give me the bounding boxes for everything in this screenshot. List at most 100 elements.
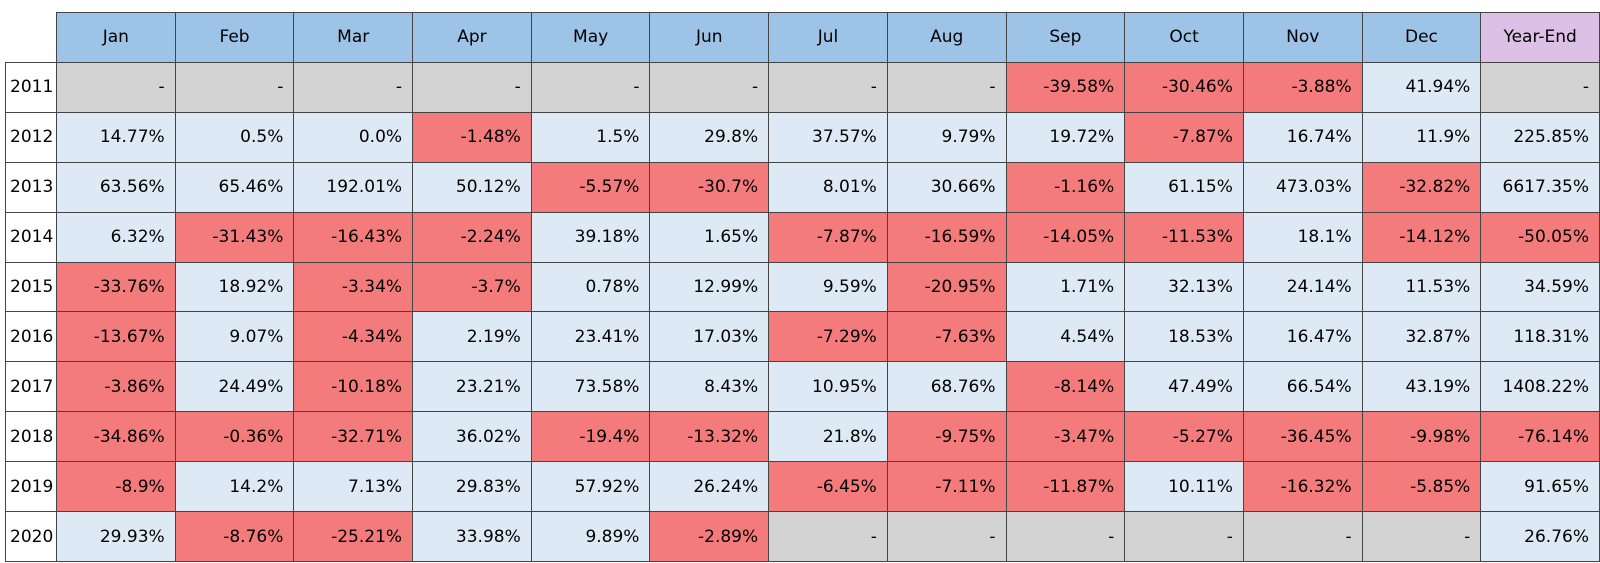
table-cell: - [1480, 61, 1600, 113]
table-cell: 43.19% [1361, 361, 1482, 413]
table-cell: - [768, 511, 888, 562]
table-cell: 39.18% [530, 211, 651, 263]
table-cell: 12.99% [649, 261, 770, 313]
table-cell: 24.49% [174, 361, 295, 413]
table-cell: -4.34% [293, 311, 414, 363]
table-cell: 41.94% [1361, 61, 1482, 113]
row-label: 2017 [5, 361, 57, 413]
table-cell: 192.01% [293, 161, 414, 213]
table-cell: -36.45% [1242, 411, 1363, 463]
table-cell: 47.49% [1124, 361, 1244, 413]
table-cell: 9.89% [530, 511, 651, 562]
table-cell: -3.7% [412, 261, 532, 313]
table-cell: -2.24% [412, 211, 532, 263]
table-cell: - [649, 61, 770, 113]
table-cell: 0.0% [293, 111, 414, 163]
table-cell: 18.1% [1242, 211, 1363, 263]
table-cell: 50.12% [412, 161, 532, 213]
row-label: 2020 [5, 511, 57, 562]
table-cell: 26.24% [649, 461, 770, 513]
table-cell: - [174, 61, 295, 113]
table-cell: -9.98% [1361, 411, 1482, 463]
column-header: Mar [293, 12, 414, 63]
column-header: Nov [1242, 12, 1363, 63]
column-header: Jan [56, 12, 176, 63]
table-cell: 16.47% [1242, 311, 1363, 363]
column-header: Dec [1361, 12, 1482, 63]
table-cell: 473.03% [1242, 161, 1363, 213]
row-label: 2013 [5, 161, 57, 213]
column-header: Oct [1124, 12, 1244, 63]
table-cell: 9.07% [174, 311, 295, 363]
table-cell: -30.7% [649, 161, 770, 213]
table-cell: 19.72% [1005, 111, 1126, 163]
table-cell: 10.11% [1124, 461, 1244, 513]
table-cell: -76.14% [1480, 411, 1600, 463]
table-cell: -33.76% [56, 261, 176, 313]
column-header: Year-End [1480, 12, 1600, 63]
table-cell: - [56, 61, 176, 113]
table-cell: -7.87% [1124, 111, 1244, 163]
table-cell: -1.48% [412, 111, 532, 163]
row-label: 2012 [5, 111, 57, 163]
table-cell: - [886, 61, 1007, 113]
table-cell: -2.89% [649, 511, 770, 562]
table-cell: 1.71% [1005, 261, 1126, 313]
table-cell: -3.34% [293, 261, 414, 313]
row-label: 2019 [5, 461, 57, 513]
column-header: Feb [174, 12, 295, 63]
table-cell: -16.32% [1242, 461, 1363, 513]
table-cell: -7.63% [886, 311, 1007, 363]
table-cell: 21.8% [768, 411, 888, 463]
table-cell: -39.58% [1005, 61, 1126, 113]
table-cell: -11.53% [1124, 211, 1244, 263]
table-cell: 33.98% [412, 511, 532, 562]
table-cell: -13.32% [649, 411, 770, 463]
table-cell: 1.65% [649, 211, 770, 263]
table-cell: 9.79% [886, 111, 1007, 163]
table-cell: - [293, 61, 414, 113]
table-cell: 6617.35% [1480, 161, 1600, 213]
table-cell: 2.19% [412, 311, 532, 363]
table-cell: -8.14% [1005, 361, 1126, 413]
table-cell: 91.65% [1480, 461, 1600, 513]
column-header: Aug [886, 12, 1007, 63]
table-cell: - [886, 511, 1007, 562]
table-cell: 61.15% [1124, 161, 1244, 213]
table-cell: -13.67% [56, 311, 176, 363]
table-cell: 8.01% [768, 161, 888, 213]
table-cell: 32.13% [1124, 261, 1244, 313]
table-cell: 18.92% [174, 261, 295, 313]
table-cell: 11.9% [1361, 111, 1482, 163]
table-cell: 34.59% [1480, 261, 1600, 313]
table-cell: 30.66% [886, 161, 1007, 213]
table-cell: -30.46% [1124, 61, 1244, 113]
table-cell: -7.29% [768, 311, 888, 363]
table-cell: -5.27% [1124, 411, 1244, 463]
table-cell: -8.9% [56, 461, 176, 513]
table-cell: 17.03% [649, 311, 770, 363]
table-cell: 68.76% [886, 361, 1007, 413]
table-cell: -11.87% [1005, 461, 1126, 513]
table-cell: -3.88% [1242, 61, 1363, 113]
table-cell: -19.4% [530, 411, 651, 463]
row-label: 2014 [5, 211, 57, 263]
table-cell: 8.43% [649, 361, 770, 413]
table-cell: 0.5% [174, 111, 295, 163]
table-cell: 6.32% [56, 211, 176, 263]
table-cell: 14.77% [56, 111, 176, 163]
table-cell: -7.11% [886, 461, 1007, 513]
table-cell: 29.93% [56, 511, 176, 562]
table-cell: -16.59% [886, 211, 1007, 263]
table-cell: 7.13% [293, 461, 414, 513]
table-cell: - [1242, 511, 1363, 562]
table-cell: 23.21% [412, 361, 532, 413]
table-cell: 29.83% [412, 461, 532, 513]
table-cell: -7.87% [768, 211, 888, 263]
table-cell: -6.45% [768, 461, 888, 513]
table-cell: -31.43% [174, 211, 295, 263]
table-cell: -50.05% [1480, 211, 1600, 263]
table-cell: -5.85% [1361, 461, 1482, 513]
row-label: 2018 [5, 411, 57, 463]
row-label: 2011 [5, 61, 57, 113]
